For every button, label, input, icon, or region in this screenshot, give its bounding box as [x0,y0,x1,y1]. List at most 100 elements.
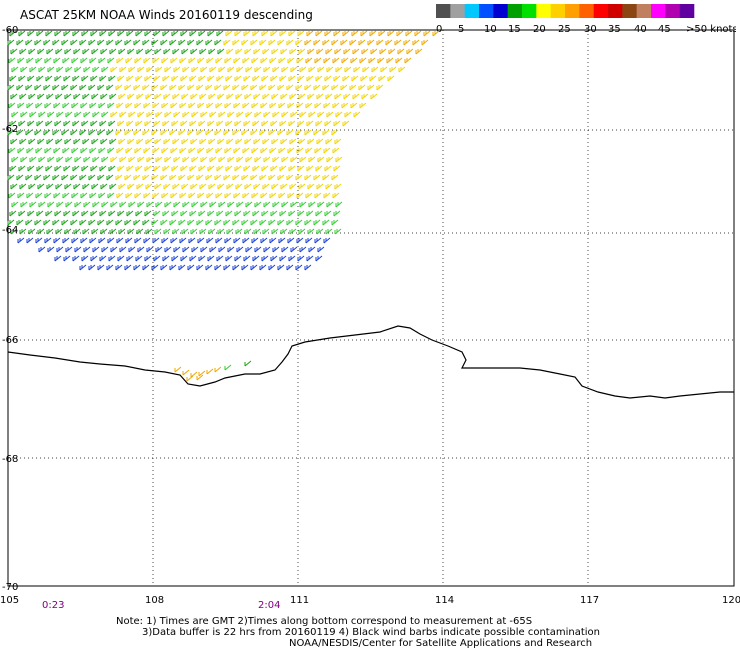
wind-barb [135,75,143,82]
wind-barb [83,246,91,253]
wind-barb [124,174,132,181]
wind-barb [251,57,259,64]
wind-barb [253,93,261,100]
wind-barb [63,120,71,127]
wind-barb [81,30,89,37]
wind-barb [331,129,339,136]
wind-barb [91,138,99,145]
legend-swatch [622,4,637,18]
wind-barb [216,210,224,217]
wind-barb [144,120,152,127]
wind-barb [209,66,217,73]
wind-barb [280,138,288,145]
wind-barb [35,237,43,244]
wind-barb [188,102,196,109]
wind-barb [191,111,199,118]
wind-barb [135,30,143,37]
wind-barb [9,210,17,217]
latitude-label: -64 [2,225,18,236]
wind-barb [79,264,87,271]
wind-barb [205,174,213,181]
wind-barb [313,84,321,91]
wind-barb [82,93,90,100]
wind-barb [38,246,46,253]
wind-barb [44,237,52,244]
wind-barb [18,30,26,37]
wind-barb [262,183,270,190]
wind-barb [216,255,224,262]
wind-barb [352,48,360,55]
wind-barb [44,102,52,109]
wind-barb [224,192,232,199]
legend-swatch [550,4,566,18]
wind-barb [288,210,296,217]
wind-barb [110,156,118,163]
wind-barb [315,165,323,172]
wind-barb [34,219,42,226]
wind-barb [72,210,80,217]
wind-barb [53,192,61,199]
wind-barb [224,147,232,154]
wind-barb [250,264,258,271]
wind-barb [268,264,276,271]
wind-barb [263,66,271,73]
wind-barb [308,201,316,208]
wind-barb [173,66,181,73]
wind-barb [198,75,206,82]
wind-barb [254,201,262,208]
wind-barb [295,174,303,181]
wind-barb [154,228,162,235]
wind-barb [7,39,15,46]
wind-barb [119,111,127,118]
wind-barb [217,93,225,100]
wind-barb [216,120,224,127]
wind-barb [226,93,234,100]
wind-barb [17,147,25,154]
wind-barb [205,129,213,136]
wind-barb [317,156,325,163]
wind-barb [110,66,118,73]
wind-barb [252,255,260,262]
wind-barb [72,30,80,37]
wind-barb [272,156,280,163]
wind-barb [322,129,330,136]
wind-barb [65,246,73,253]
wind-barb [207,255,215,262]
wind-barb [125,237,133,244]
wind-barb [277,84,285,91]
wind-barb [27,165,35,172]
wind-barb [253,138,261,145]
wind-barb [207,120,215,127]
wind-barb [171,210,179,217]
wind-barb [304,264,312,271]
wind-barb [61,39,69,46]
wind-barb [11,156,19,163]
wind-barb [45,75,53,82]
wind-barb [181,48,189,55]
wind-barb [47,156,55,163]
wind-barb [305,237,313,244]
wind-barb [136,138,144,145]
wind-barb [325,183,333,190]
wind-barb [54,30,62,37]
wind-barb [188,147,196,154]
wind-barb [288,165,296,172]
wind-barb [19,138,27,145]
wind-barb [43,219,51,226]
wind-barb [97,129,105,136]
wind-barb [421,39,429,46]
wind-barb [217,138,225,145]
legend-swatch [536,4,551,18]
longitude-label: 105 [0,595,19,606]
wind-barb [170,102,178,109]
wind-barb [187,129,195,136]
wind-barb [235,93,243,100]
wind-barb [88,39,96,46]
wind-barb [252,165,260,172]
wind-barb [236,66,244,73]
wind-barb [279,75,287,82]
legend-swatch [565,4,580,18]
wind-barb [262,228,270,235]
wind-barb [92,201,100,208]
wind-barb [143,237,151,244]
